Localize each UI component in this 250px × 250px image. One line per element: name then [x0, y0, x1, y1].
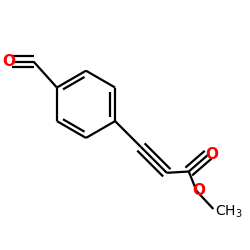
Text: O: O — [192, 184, 205, 198]
Text: CH$_3$: CH$_3$ — [214, 204, 242, 220]
Text: O: O — [205, 147, 218, 162]
Text: O: O — [2, 54, 16, 69]
